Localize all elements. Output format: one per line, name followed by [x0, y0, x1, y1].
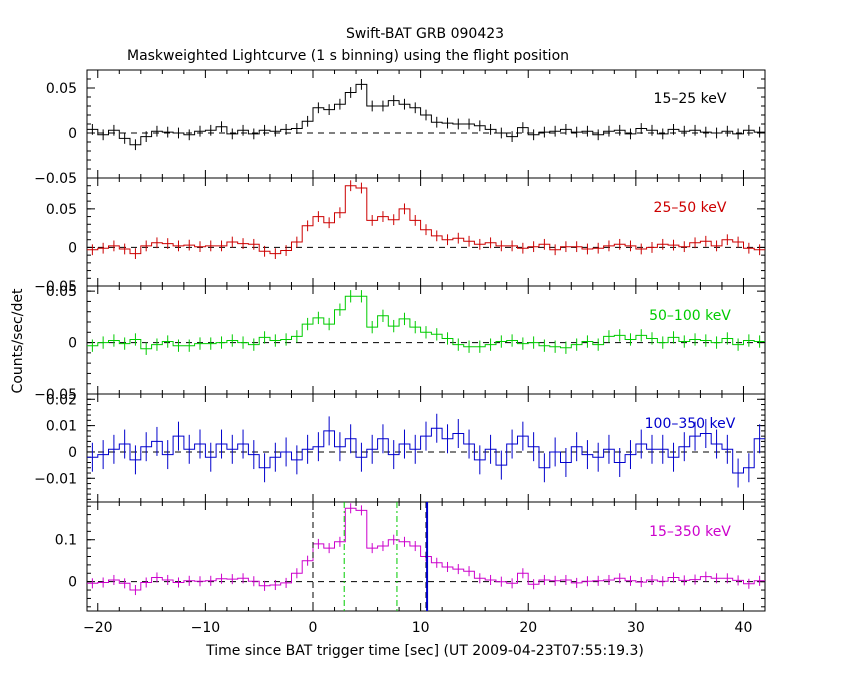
lightcurve-step: [87, 427, 765, 474]
x-tick-label: 0: [309, 620, 318, 636]
lightcurve-step: [87, 507, 765, 591]
band-label: 15–25 keV: [654, 91, 727, 107]
x-tick-label: −20: [83, 620, 113, 636]
x-tick-label: 30: [627, 620, 645, 636]
panel-15-350 kev: 0 0.1 15–350 keV: [55, 501, 766, 612]
y-tick-label: 0.1: [55, 533, 77, 549]
y-tick-label: −0.05: [34, 387, 77, 403]
panel-25-50 kev: −0.05 0 0.05 25–50 keV: [34, 177, 766, 295]
y-tick-label: 0: [68, 240, 77, 256]
y-tick-label: −0.01: [34, 471, 77, 487]
x-tick-label: 10: [412, 620, 430, 636]
lightcurve-step: [87, 295, 765, 350]
band-label: 50–100 keV: [649, 308, 731, 324]
band-label: 15–350 keV: [649, 524, 731, 540]
chart-subtitle: Maskweighted Lightcurve (1 s binning) us…: [127, 48, 569, 64]
y-tick-label: 0: [68, 126, 77, 142]
y-tick-label: −0.05: [34, 171, 77, 187]
chart-title: Swift-BAT GRB 090423: [346, 26, 504, 42]
x-tick-label: −10: [191, 620, 221, 636]
y-tick-label: 0: [68, 445, 77, 461]
y-tick-label: 0.05: [46, 284, 77, 300]
y-tick-label: −0.05: [34, 279, 77, 295]
y-tick-label: 0.02: [46, 392, 77, 408]
y-tick-label: 0: [68, 336, 77, 352]
panel-15-25 kev: −0.05 0 0.05 15–25 keV: [34, 69, 766, 187]
lightcurve-step: [87, 185, 765, 255]
y-tick-label: 0.01: [46, 419, 77, 435]
y-tick-label: 0.05: [46, 81, 77, 97]
y-tick-label: 0.05: [46, 202, 77, 218]
x-axis-label: Time since BAT trigger time [sec] (UT 20…: [205, 643, 644, 659]
y-tick-label: 0: [68, 575, 77, 591]
y-axis-label: Counts/sec/det: [10, 288, 26, 393]
x-tick-label: 40: [735, 620, 753, 636]
x-tick-label: 20: [519, 620, 537, 636]
band-label: 100–350 keV: [645, 416, 736, 432]
band-label: 25–50 keV: [654, 200, 727, 216]
